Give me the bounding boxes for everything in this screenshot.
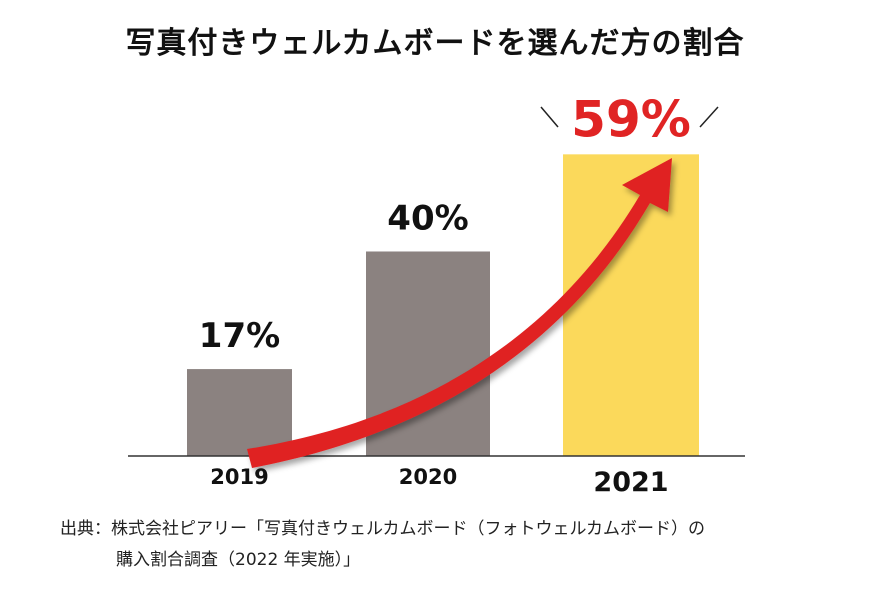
highlight-burst-lines	[540, 106, 719, 128]
source-line-1: 出典：株式会社ピアリー「写真付きウェルカムボード（フォトウェルカムボード）の	[60, 519, 705, 539]
x-tick-label-2020: 2020	[399, 465, 457, 489]
source-note: 出典：株式会社ピアリー「写真付きウェルカムボード（フォトウェルカムボード）の 購…	[60, 514, 850, 576]
bar-2021	[563, 154, 699, 456]
x-tick-label-2019: 2019	[210, 465, 268, 489]
value-label-2020: 40%	[387, 198, 468, 238]
source-line-2: 購入割合調査（2022 年実施）」	[116, 550, 361, 570]
value-label-2019: 17%	[199, 316, 280, 356]
bar-2019	[187, 369, 292, 456]
bar-chart: 17% 2019 40% 2020 59% 2021	[128, 90, 745, 498]
x-tick-label-2021: 2021	[593, 467, 668, 498]
chart-title: 写真付きウェルカムボードを選んだ方の割合	[125, 26, 745, 61]
value-label-2021: 59%	[571, 90, 691, 148]
growth-arrow	[247, 158, 672, 468]
